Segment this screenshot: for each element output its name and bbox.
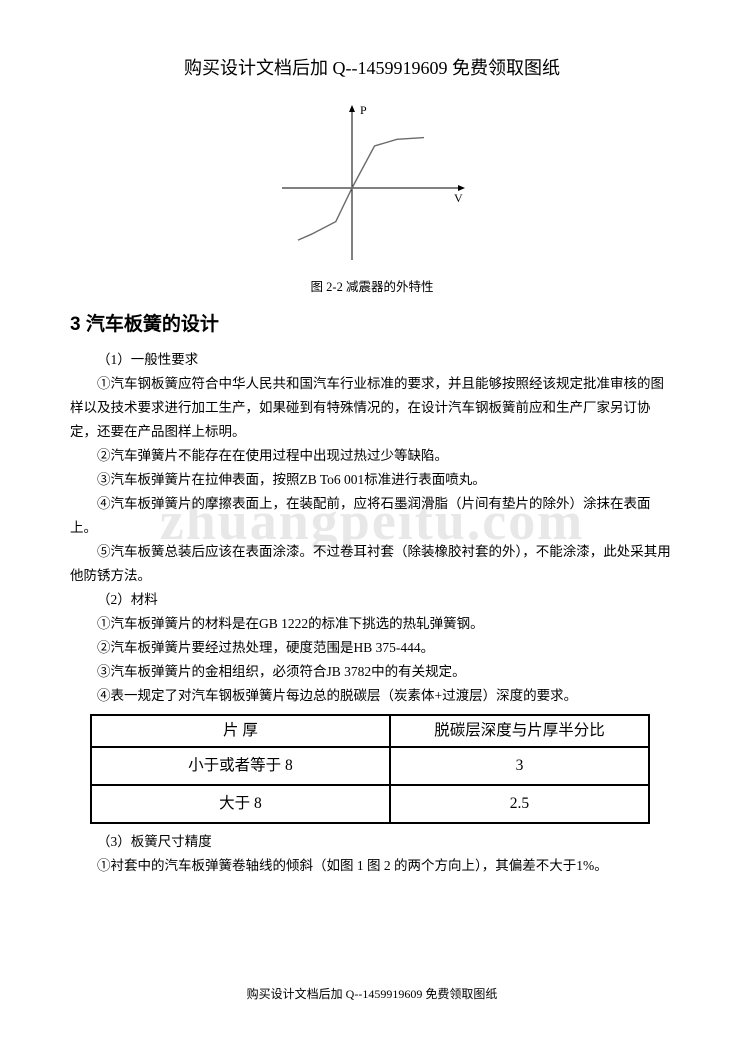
sub1-heading: （1）一般性要求 bbox=[70, 348, 674, 372]
section-number: 3 bbox=[70, 314, 81, 335]
table-header-cell: 片 厚 bbox=[91, 715, 390, 747]
section-heading: 3 汽车板簧的设计 bbox=[70, 309, 674, 336]
sub1-p4: ④汽车板弹簧片的摩擦表面上，在装配前，应将石墨润滑脂（片间有垫片的除外）涂抹在表… bbox=[70, 492, 674, 540]
table-row: 大于 8 2.5 bbox=[91, 785, 649, 823]
table-cell: 3 bbox=[390, 747, 649, 785]
table-cell: 2.5 bbox=[390, 785, 649, 823]
sub3-heading: （3）板簧尺寸精度 bbox=[70, 830, 674, 854]
sub2-p2: ②汽车板弹簧片要经过热处理，硬度范围是HB 375-444。 bbox=[70, 636, 674, 660]
section-title-text: 汽车板簧的设计 bbox=[86, 314, 219, 335]
sub1-p5: ⑤汽车板簧总装后应该在表面涂漆。不过卷耳衬套（除装橡胶衬套的外），不能涂漆，此处… bbox=[70, 540, 674, 588]
decarb-table-wrap: 片 厚 脱碳层深度与片厚半分比 小于或者等于 8 3 大于 8 2.5 bbox=[90, 714, 674, 824]
decarb-table: 片 厚 脱碳层深度与片厚半分比 小于或者等于 8 3 大于 8 2.5 bbox=[90, 714, 650, 824]
sub2-p4: ④表一规定了对汽车钢板弹簧片每边总的脱碳层（炭素体+过渡层）深度的要求。 bbox=[70, 684, 674, 708]
page-content: 购买设计文档后加 Q--1459919609 免费领取图纸 VP 图 2-2 减… bbox=[0, 0, 744, 918]
sub1-p3: ③汽车板弹簧片在拉伸表面，按照ZB To6 001标准进行表面喷丸。 bbox=[70, 468, 674, 492]
sub1-p1: ①汽车钢板簧应符合中华人民共和国汽车行业标准的要求，并且能够按照经该规定批准审核… bbox=[70, 372, 674, 444]
sub1-p2: ②汽车弹簧片不能存在在使用过程中出现过热过少等缺陷。 bbox=[70, 444, 674, 468]
page-header: 购买设计文档后加 Q--1459919609 免费领取图纸 bbox=[70, 54, 674, 80]
page-footer: 购买设计文档后加 Q--1459919609 免费领取图纸 bbox=[0, 985, 744, 1002]
table-row: 小于或者等于 8 3 bbox=[91, 747, 649, 785]
sub2-heading: （2）材料 bbox=[70, 588, 674, 612]
chart-caption: 图 2-2 减震器的外特性 bbox=[70, 276, 674, 295]
table-row: 片 厚 脱碳层深度与片厚半分比 bbox=[91, 715, 649, 747]
table-cell: 大于 8 bbox=[91, 785, 390, 823]
damper-chart: VP bbox=[272, 98, 472, 268]
table-cell: 小于或者等于 8 bbox=[91, 747, 390, 785]
sub3-p1: ①衬套中的汽车板弹簧卷轴线的倾斜（如图 1 图 2 的两个方向上），其偏差不大于… bbox=[70, 854, 674, 878]
sub2-p1: ①汽车板弹簧片的材料是在GB 1222的标准下挑选的热轧弹簧钢。 bbox=[70, 612, 674, 636]
svg-text:V: V bbox=[454, 191, 463, 205]
body: （1）一般性要求 ①汽车钢板簧应符合中华人民共和国汽车行业标准的要求，并且能够按… bbox=[70, 348, 674, 878]
svg-text:P: P bbox=[360, 103, 367, 117]
sub2-p3: ③汽车板弹簧片的金相组织，必须符合JB 3782中的有关规定。 bbox=[70, 660, 674, 684]
table-header-cell: 脱碳层深度与片厚半分比 bbox=[390, 715, 649, 747]
